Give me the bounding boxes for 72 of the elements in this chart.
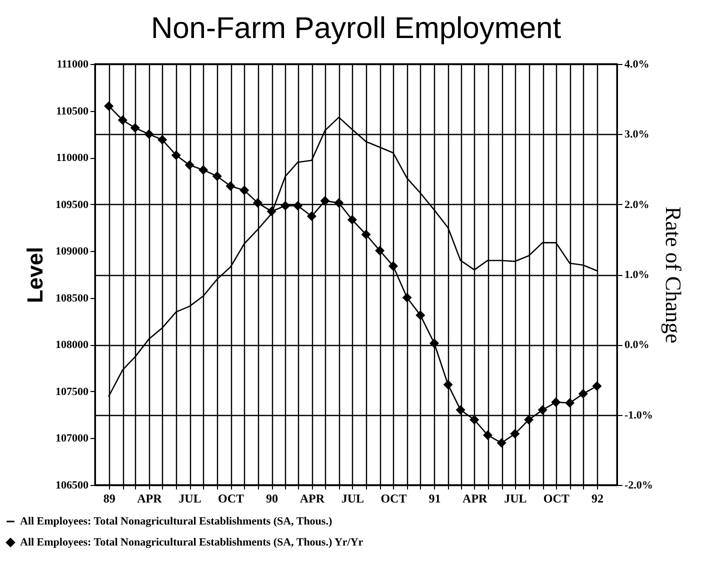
x-tick-label: JUL (504, 492, 527, 506)
point (444, 380, 452, 390)
point (104, 102, 114, 110)
point (144, 130, 154, 139)
y-tick-label: 108000 (56, 339, 89, 352)
x-tick-label: 91 (428, 492, 441, 506)
point (130, 124, 140, 132)
y-tick-label: 106500 (56, 480, 89, 492)
x-tick-label: OCT (380, 492, 407, 506)
point (320, 196, 330, 206)
point (538, 406, 547, 414)
point (578, 389, 588, 398)
y2-tick-label: 3.0% (624, 128, 650, 141)
point (497, 438, 506, 448)
point (212, 172, 222, 181)
point (158, 135, 167, 144)
x-tick-label: APR (300, 492, 325, 506)
y2-tick-label: -1.0% (624, 409, 653, 422)
y-tick-label: 110500 (56, 105, 89, 118)
point (185, 160, 194, 170)
point (483, 430, 492, 440)
point (307, 212, 316, 221)
x-tick-label: JUL (178, 492, 202, 506)
point (388, 262, 398, 270)
point (253, 198, 262, 208)
point (118, 116, 127, 124)
point (430, 338, 439, 348)
point (456, 406, 465, 414)
point (375, 246, 384, 255)
point (470, 415, 479, 424)
x-tick-label: 89 (103, 492, 116, 506)
x-tick-label: OCT (218, 492, 244, 506)
point (267, 206, 276, 216)
point (198, 166, 208, 174)
x-tick-label: APR (137, 492, 162, 506)
point (552, 398, 560, 407)
point (348, 215, 357, 224)
y2-tick-label: -2.0% (624, 480, 653, 492)
x-tick-label: APR (462, 492, 488, 506)
point (280, 201, 290, 210)
y-tick-label: 107000 (56, 432, 89, 445)
point (416, 310, 425, 320)
point (402, 293, 412, 302)
x-tick-label: 92 (591, 492, 604, 506)
y2-tick-label: 1.0% (624, 269, 650, 281)
y-tick-label: 111000 (56, 58, 89, 70)
x-tick-label: JUL (341, 492, 364, 506)
point (334, 198, 344, 208)
y-tick-label: 110000 (56, 152, 89, 164)
y2-tick-label: 4.0% (624, 58, 650, 70)
y-tick-label: 109000 (56, 246, 89, 258)
point (240, 186, 249, 195)
point (226, 182, 235, 190)
point (524, 415, 534, 424)
y2-tick-label: 0.0% (624, 339, 650, 352)
y-tick-label: 108500 (56, 292, 89, 304)
y2-axis-title: Rate of Change (660, 206, 686, 344)
point (510, 429, 520, 438)
legend-label: All Employees: Total Nonagricultural Establishments (SA, Thous.) Yr/Yr (20, 536, 364, 548)
x-tick-label: OCT (543, 492, 570, 506)
y-tick-label: 107500 (56, 386, 89, 398)
y2-tick-label: 2.0% (624, 198, 650, 211)
x-tick-label: 90 (266, 492, 278, 506)
point (565, 398, 574, 408)
point (592, 382, 602, 390)
point (172, 150, 180, 160)
chart-title: Non-Farm Payroll Employment (150, 12, 562, 45)
point (293, 201, 302, 210)
point (362, 230, 370, 239)
y-tick-label: 109500 (56, 198, 89, 211)
legend-label: All Employees: Total Nonagricultural Establishments (SA, Thous.) (20, 516, 332, 528)
y-axis-title: Level (22, 246, 48, 304)
